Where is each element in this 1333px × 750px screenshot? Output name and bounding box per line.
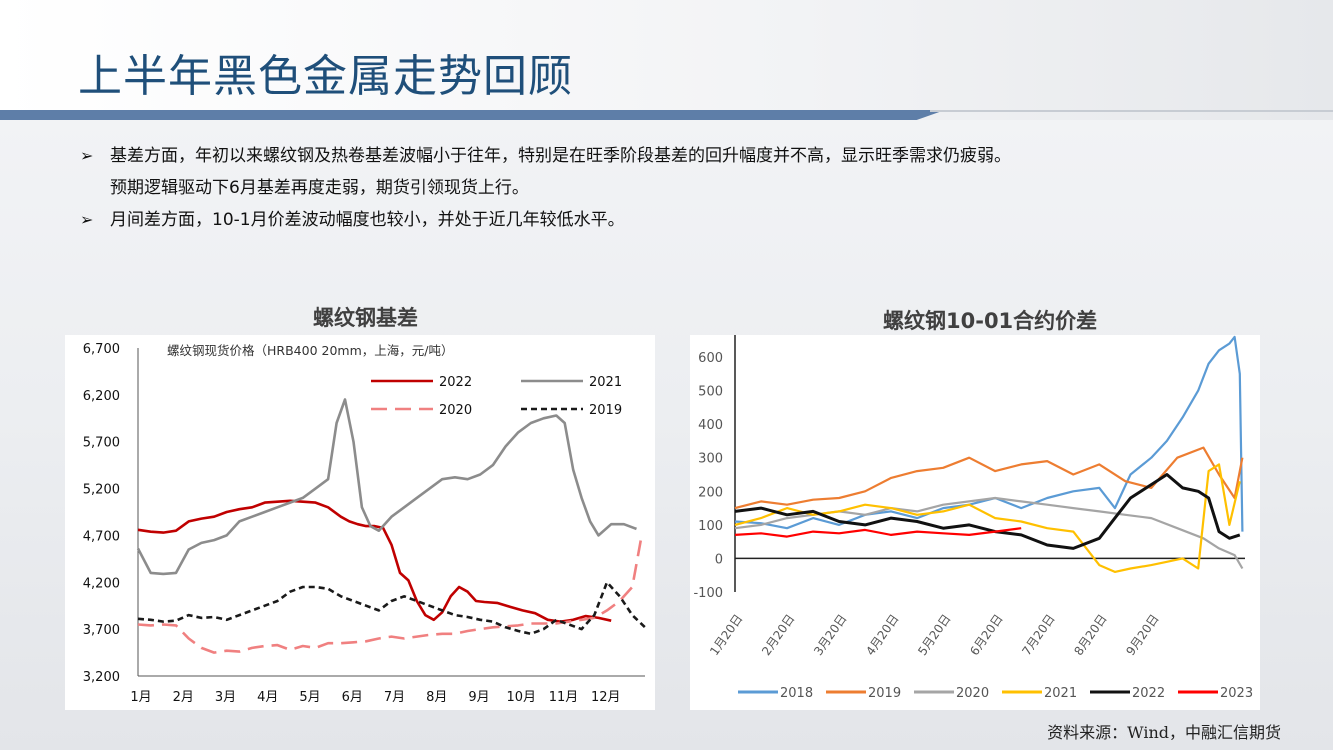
y-tick-label: 400 — [698, 418, 723, 433]
legend-label-2019: 2019 — [868, 686, 901, 701]
series-line-2019 — [137, 581, 646, 636]
legend-label-2022: 2022 — [439, 375, 472, 390]
x-tick-label: 5月20日 — [915, 612, 953, 658]
legend-label-2020: 2020 — [439, 403, 472, 418]
bullet-text: 月间差方面，10-1月价差波动幅度也较小，并处于近几年较低水平。 — [110, 210, 625, 230]
series-line-2022 — [137, 499, 612, 623]
title-underline — [0, 110, 945, 120]
legend-label-2021: 2021 — [1044, 686, 1077, 701]
y-tick-label: 300 — [698, 452, 723, 467]
bullet-item: ➢ 基差方面，年初以来螺纹钢及热卷基差波幅小于往年，特别是在旺季阶段基差的回升幅… — [80, 140, 1320, 172]
bullet-text: 基差方面，年初以来螺纹钢及热卷基差波幅小于往年，特别是在旺季阶段基差的回升幅度并… — [110, 146, 1011, 166]
legend-label-2019: 2019 — [589, 403, 622, 418]
x-tick-label: 1月20日 — [707, 612, 745, 658]
x-tick-label: 8月20日 — [1071, 612, 1109, 658]
x-tick-label: 7月 — [384, 690, 405, 705]
legend-label-2021: 2021 — [589, 375, 622, 390]
y-tick-label: 200 — [698, 485, 723, 500]
y-tick-label: 5,200 — [83, 483, 120, 498]
legend-label-2022: 2022 — [1132, 686, 1165, 701]
y-tick-label: 600 — [698, 351, 723, 366]
x-tick-label: 3月20日 — [811, 612, 849, 658]
bullet-item: ➢ 月间差方面，10-1月价差波动幅度也较小，并处于近几年较低水平。 — [80, 204, 1320, 236]
x-tick-label: 2月20日 — [759, 612, 797, 658]
chart-panel-basis: 3,200 3,700 4,200 4,700 5,200 5,700 6,200 6,700… — [65, 335, 655, 710]
y-tick-label: -100 — [693, 586, 723, 601]
legend-label-2018: 2018 — [780, 686, 813, 701]
x-tick-label: 11月 — [549, 690, 579, 705]
bullet-text-continuation: 预期逻辑驱动下6月基差再度走弱，期货引领现货上行。 — [110, 178, 529, 198]
series-line-2022 — [734, 473, 1241, 550]
title-underline-thin — [930, 110, 1333, 112]
x-tick-label: 1月 — [130, 690, 151, 705]
arrow-bullet-icon: ➢ — [80, 210, 94, 229]
x-tick-label: 6月 — [342, 690, 363, 705]
y-tick-label: 0 — [715, 552, 723, 567]
series-line-2020 — [137, 539, 643, 654]
x-tick-label: 9月 — [468, 690, 489, 705]
x-tick-label: 3月 — [215, 690, 236, 705]
x-tick-label: 2月 — [173, 690, 194, 705]
x-tick-label: 4月 — [257, 690, 278, 705]
arrow-bullet-icon: ➢ — [80, 146, 94, 165]
x-tick-label: 7月20日 — [1019, 612, 1057, 658]
x-tick-label: 12月 — [591, 690, 621, 705]
legend-label-2020: 2020 — [956, 686, 989, 701]
chart-panel-spread: -100 0 100 200 300 400 500 600 1月20日 2月20日 3月20日 4月… — [690, 335, 1260, 710]
chart-subtitle: 螺纹钢现货价格（HRB400 20mm，上海，元/吨） — [167, 343, 453, 358]
series-line-2019 — [734, 446, 1244, 510]
y-tick-label: 3,700 — [83, 623, 120, 638]
y-tick-label: 100 — [698, 519, 723, 534]
source-note: 资料来源：Wind，中融汇信期货 — [1047, 723, 1281, 742]
x-tick-label: 9月20日 — [1123, 612, 1161, 658]
series-line-2018 — [734, 335, 1244, 532]
chart-basis: 3,200 3,700 4,200 4,700 5,200 5,700 6,200 6,700… — [83, 342, 646, 705]
series-line-2021 — [136, 398, 637, 576]
header-background — [0, 0, 1333, 120]
y-tick-label: 6,700 — [83, 342, 120, 357]
y-tick-label: 500 — [698, 385, 723, 400]
y-tick-label: 3,200 — [83, 670, 120, 685]
page-title: 上半年黑色金属走势回顾 — [78, 51, 573, 102]
bullet-list: ➢ 基差方面，年初以来螺纹钢及热卷基差波幅小于往年，特别是在旺季阶段基差的回升幅… — [80, 140, 1320, 236]
y-tick-label: 6,200 — [83, 389, 120, 404]
legend-label-2023: 2023 — [1220, 686, 1253, 701]
chart-spread: -100 0 100 200 300 400 500 600 1月20日 2月20日 3月20日 4月… — [693, 335, 1253, 701]
x-tick-label: 5月 — [299, 690, 320, 705]
x-tick-label: 10月 — [506, 690, 536, 705]
y-tick-label: 5,700 — [83, 436, 120, 451]
series-line-2023 — [734, 527, 1022, 538]
x-tick-label: 4月20日 — [863, 612, 901, 658]
chart-title-spread: 螺纹钢10-01合约价差 — [883, 309, 1098, 333]
y-tick-label: 4,700 — [83, 529, 120, 544]
series-line-2021 — [734, 463, 1241, 573]
x-tick-label: 6月20日 — [967, 612, 1005, 658]
x-tick-label: 8月 — [426, 690, 447, 705]
y-tick-label: 4,200 — [83, 576, 120, 591]
chart-title-basis: 螺纹钢基差 — [313, 306, 418, 330]
